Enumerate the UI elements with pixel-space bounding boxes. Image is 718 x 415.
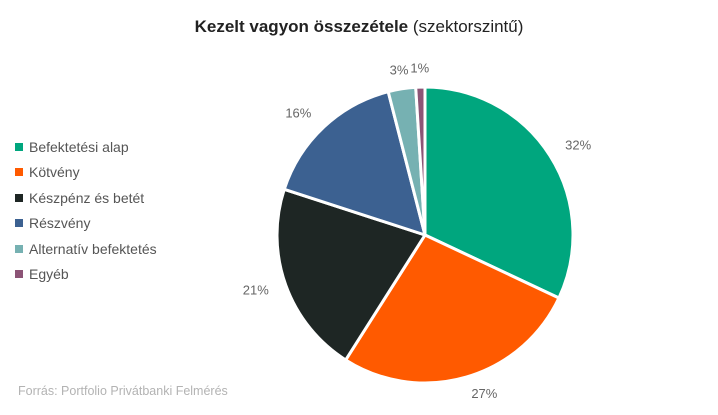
legend-swatch	[15, 244, 23, 253]
data-label-reszveny: 16%	[285, 105, 311, 120]
data-label-befektetesi-alap: 32%	[565, 137, 591, 152]
legend-label: Alternatív befektetés	[29, 240, 157, 257]
legend-label: Egyéb	[29, 266, 69, 283]
legend-item-alternativ-befektetes: Alternatív befektetés	[15, 236, 157, 262]
data-label-egyeb: 1%	[410, 61, 429, 76]
legend-item-reszveny: Részvény	[15, 211, 157, 237]
legend: Befektetési alap Kötvény Készpénz és betét…	[15, 134, 157, 287]
legend-swatch	[15, 193, 23, 202]
legend-item-befektetesi-alap: Befektetési alap	[15, 134, 157, 160]
legend-label: Befektetési alap	[29, 138, 129, 155]
legend-swatch	[15, 168, 23, 177]
legend-item-kotveny: Kötvény	[15, 160, 157, 186]
source-note: Forrás: Portfolio Privátbanki Felmérés	[18, 384, 228, 398]
pie-labels: 32% 27% 21% 16% 3% 1%	[243, 61, 592, 401]
data-label-alternativ-befektetes: 3%	[390, 62, 409, 77]
pie-slice-reszveny	[282, 90, 427, 237]
pie-slice-kotveny	[344, 233, 561, 385]
data-label-keszpenz-es-betet: 21%	[243, 283, 269, 298]
data-label-kotveny: 27%	[471, 386, 497, 401]
chart-title-normal: (szektorszintű)	[408, 17, 524, 36]
legend-swatch	[15, 142, 23, 151]
legend-label: Készpénz és betét	[29, 189, 145, 206]
pie-slice-egyeb	[414, 85, 427, 237]
chart-title: Kezelt vagyon összezétele (szektorszintű…	[0, 17, 718, 37]
legend-label: Részvény	[29, 215, 91, 232]
legend-swatch	[15, 270, 23, 279]
legend-item-egyeb: Egyéb	[15, 262, 157, 288]
legend-item-keszpenz-es-betet: Készpénz és betét	[15, 185, 157, 211]
legend-label: Kötvény	[29, 164, 80, 181]
pie-slice-keszpenz-es-betet	[275, 187, 427, 362]
pie-slices	[275, 85, 575, 385]
pie-slice-befektetesi-alap	[423, 85, 575, 300]
chart-title-bold: Kezelt vagyon összezétele	[194, 17, 409, 36]
legend-swatch	[15, 219, 23, 228]
